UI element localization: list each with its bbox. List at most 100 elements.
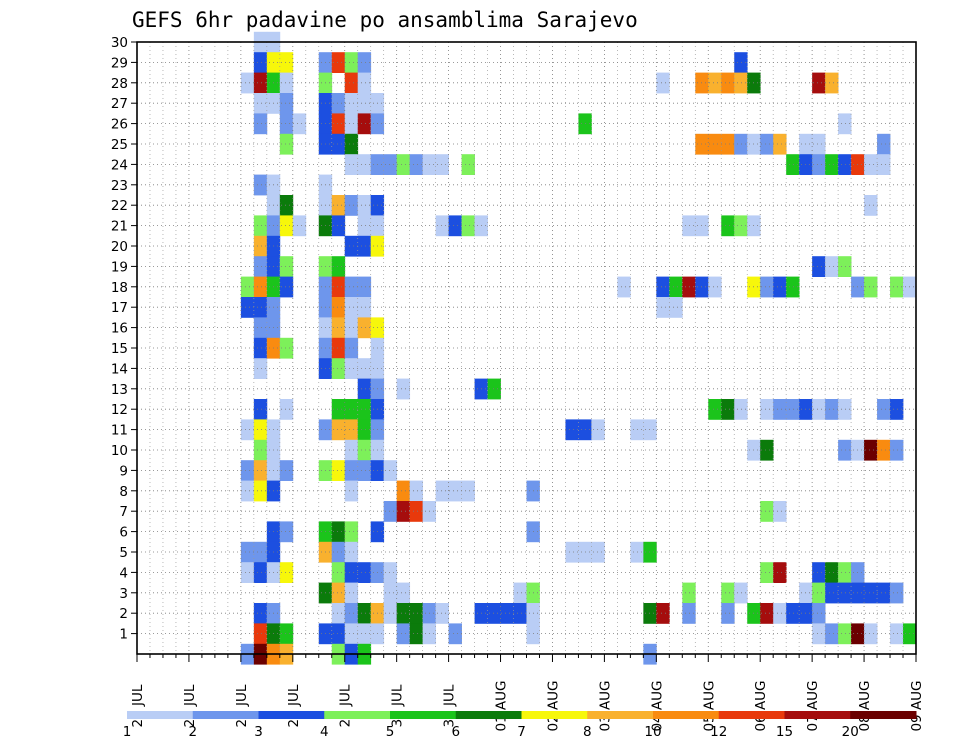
heatmap-cell [435, 154, 449, 175]
heatmap-cell [448, 215, 462, 237]
heatmap-cell [292, 215, 307, 237]
heatmap-cell [786, 154, 800, 175]
heatmap-cell [253, 317, 268, 339]
colorbar-label: 8 [583, 724, 592, 740]
heatmap-cell [344, 72, 359, 94]
heatmap-cell [331, 93, 346, 114]
heatmap-cell [240, 541, 255, 563]
heatmap-cell [825, 256, 839, 277]
heatmap-cell [253, 603, 268, 624]
heatmap-cell [838, 562, 852, 583]
heatmap-cell [279, 72, 294, 94]
y-tick-label: 28 [111, 76, 128, 92]
heatmap-cell [682, 215, 696, 237]
heatmap-cell [253, 337, 268, 359]
heatmap-cell [344, 276, 359, 298]
heatmap-cell [331, 113, 346, 135]
heatmap-cell [448, 623, 462, 645]
heatmap-cell [812, 399, 826, 420]
heatmap-cell [396, 582, 411, 604]
heatmap-cell [513, 582, 527, 604]
heatmap-cell [708, 72, 722, 94]
heatmap-cell [682, 582, 696, 604]
heatmap-cell [864, 623, 878, 645]
heatmap-cell [734, 133, 748, 155]
heatmap-cell [734, 52, 748, 73]
heatmap-cell [344, 93, 359, 114]
x-tick-label: 27 JUL [234, 684, 250, 727]
y-tick-label: 17 [111, 300, 128, 316]
heatmap-cell [240, 562, 255, 583]
heatmap-cell [734, 215, 748, 237]
y-tick-label: 6 [119, 525, 128, 541]
heatmap-cell [682, 276, 696, 298]
heatmap-cell [838, 154, 852, 175]
heatmap-cell [838, 582, 852, 604]
y-tick-label: 3 [119, 586, 128, 602]
heatmap-cell [825, 154, 839, 175]
heatmap-cell [344, 337, 359, 359]
heatmap-cell [331, 603, 346, 624]
heatmap-cell [357, 460, 372, 481]
heatmap-cell [721, 582, 735, 604]
heatmap-cell [487, 378, 501, 400]
heatmap-cell [786, 276, 800, 298]
colorbar-swatch [850, 711, 917, 719]
heatmap-cell [357, 235, 372, 257]
heatmap-cell [383, 460, 398, 481]
heatmap-cell [279, 113, 294, 135]
heatmap-cell [357, 603, 372, 624]
y-tick-label: 21 [111, 219, 128, 235]
y-tick-label: 23 [111, 178, 128, 194]
heatmap-cell [344, 419, 359, 441]
heatmap-cell [357, 52, 372, 73]
heatmap-cell [292, 113, 307, 135]
heatmap-cell [240, 276, 255, 298]
heatmap-cell [435, 215, 449, 237]
heatmap-cell [253, 541, 268, 563]
heatmap-cell [253, 399, 268, 420]
heatmap-cell [253, 480, 268, 502]
y-tick-label: 16 [111, 321, 128, 337]
heatmap-cell [357, 419, 372, 441]
x-tick-label: 28 JUL [286, 684, 302, 727]
heatmap-cell [721, 133, 735, 155]
heatmap-cell [773, 133, 787, 155]
heatmap-cell [734, 399, 748, 420]
colorbar-swatch [521, 711, 588, 719]
heatmap-cell [435, 603, 449, 624]
heatmap-cell [435, 480, 449, 502]
heatmap-cell [864, 195, 878, 216]
heatmap-cell [279, 195, 294, 216]
heatmap-cell [838, 256, 852, 277]
heatmap-cell [279, 562, 294, 583]
heatmap-cell [760, 276, 774, 298]
heatmap-cell [461, 215, 475, 237]
heatmap-cell [669, 297, 683, 318]
heatmap-cell [838, 399, 852, 420]
heatmap-cell [253, 623, 268, 645]
heatmap-cell [383, 154, 398, 175]
heatmap-cell [864, 276, 878, 298]
heatmap-cell [825, 623, 839, 645]
heatmap-cell [890, 439, 904, 461]
heatmap-cell [812, 72, 826, 94]
heatmap-cell [357, 113, 372, 135]
heatmap-cell [240, 297, 255, 318]
heatmap-cell [331, 337, 346, 359]
heatmap-cell [890, 582, 904, 604]
heatmap-cell [357, 215, 372, 237]
colorbar-label: 3 [254, 724, 263, 740]
heatmap-cell [331, 521, 346, 543]
y-tick-label: 1 [119, 627, 128, 643]
heatmap-cell [656, 603, 670, 624]
x-tick-label: 01 AUG [494, 680, 510, 731]
heatmap-cell [253, 174, 268, 196]
heatmap-cell [656, 276, 670, 298]
heatmap-cell [331, 562, 346, 583]
heatmap-cell [409, 501, 424, 522]
x-tick-label: 29 JUL [338, 684, 354, 727]
heatmap-cell [864, 439, 878, 461]
heatmap-cell [253, 235, 268, 257]
